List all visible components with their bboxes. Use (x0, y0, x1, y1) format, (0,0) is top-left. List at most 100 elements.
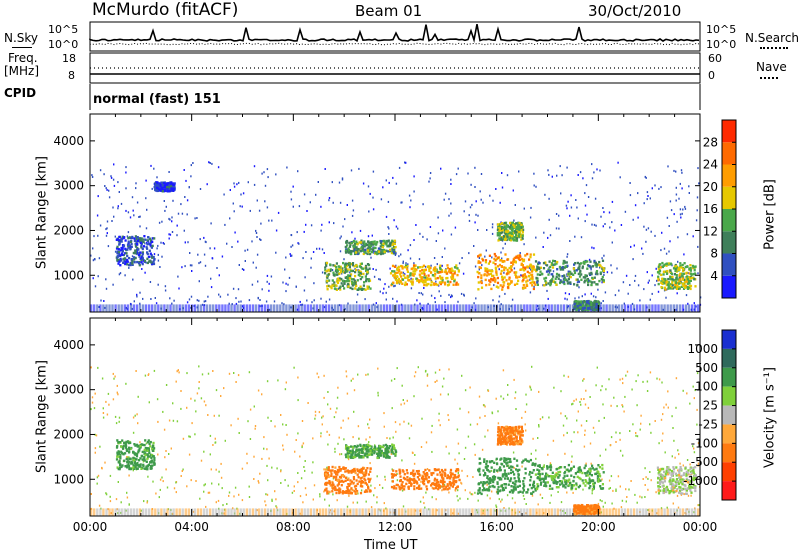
ground-scatter-cell (489, 508, 492, 516)
echo-cell (433, 270, 436, 273)
scatter-point (171, 231, 174, 233)
scatter-point (311, 301, 313, 304)
echo-cell (416, 279, 419, 282)
echo-cell (364, 248, 367, 251)
scatter-point (372, 268, 374, 270)
echo-cell (333, 476, 336, 479)
scatter-point (422, 496, 424, 499)
scatter-point (178, 371, 180, 374)
echo-cell (532, 266, 535, 269)
scatter-point (215, 468, 217, 471)
scatter-point (161, 255, 163, 258)
scatter-point (659, 485, 661, 488)
echo-cell (508, 278, 511, 281)
scatter-point (300, 477, 303, 480)
ground-scatter-cell (605, 508, 608, 516)
scatter-point (213, 414, 215, 417)
scatter-point (284, 479, 286, 482)
scatter-point (182, 468, 184, 471)
echo-cell (677, 266, 680, 269)
scatter-point (207, 414, 209, 416)
scatter-point (603, 274, 605, 276)
scatter-point (630, 245, 632, 248)
ground-scatter-cell (382, 508, 386, 516)
echo-cell (127, 456, 130, 459)
scatter-point (675, 377, 678, 380)
echo-cell (419, 270, 422, 273)
scatter-point (523, 243, 525, 246)
echo-cell (586, 308, 589, 312)
echo-cell (361, 248, 364, 251)
echo-cell (356, 468, 359, 471)
scatter-point (602, 207, 604, 209)
scatter-point (333, 222, 335, 225)
scatter-point (255, 266, 257, 269)
scatter-point (675, 186, 677, 189)
echo-cell (561, 275, 564, 278)
echo-cell (446, 276, 449, 280)
scatter-point (157, 259, 160, 262)
scatter-point (403, 402, 406, 405)
scatter-point (591, 177, 594, 180)
colorbar-tick-label: 24 (703, 158, 718, 172)
scatter-point (228, 491, 231, 494)
echo-cell (133, 462, 136, 465)
scatter-point (566, 273, 568, 276)
echo-cell (148, 451, 151, 454)
echo-cell (365, 268, 368, 271)
echo-cell (331, 490, 334, 493)
echo-cell (480, 276, 483, 280)
echo-cell (539, 273, 542, 276)
scatter-point (203, 490, 205, 493)
ground-scatter-cell (541, 304, 544, 312)
echo-cell (441, 279, 444, 282)
scatter-point (460, 292, 463, 295)
scatter-point (224, 439, 226, 442)
ytick-label: 3000 (53, 179, 84, 193)
scatter-point (105, 187, 107, 190)
echo-cell (599, 264, 602, 268)
ground-scatter-cell (312, 304, 316, 312)
ground-scatter-cell (233, 304, 236, 312)
echo-cell (119, 453, 122, 456)
echo-cell (518, 258, 521, 262)
scatter-point (473, 302, 475, 305)
ground-scatter-cell (538, 508, 541, 516)
scatter-point (120, 501, 122, 504)
echo-cell (503, 266, 506, 269)
ground-scatter-cell (602, 508, 605, 516)
scatter-point (103, 300, 105, 302)
echo-cell (657, 279, 660, 282)
scatter-point (422, 235, 424, 238)
scatter-point (388, 181, 390, 184)
echo-cell (149, 243, 152, 246)
echo-cell (375, 242, 378, 245)
echo-cell (379, 241, 382, 245)
scatter-point (186, 213, 188, 216)
scatter-point (180, 203, 182, 206)
scatter-point (474, 186, 476, 188)
ground-scatter-cell (376, 508, 380, 516)
scatter-point (251, 240, 253, 243)
echo-cell (325, 261, 329, 265)
scatter-point (621, 377, 624, 380)
echo-cell (326, 285, 329, 288)
scatter-point (313, 299, 315, 302)
ground-scatter-cell (513, 508, 517, 516)
ground-scatter-cell (672, 304, 675, 312)
scatter-point (425, 441, 428, 444)
ground-scatter-cell (690, 304, 694, 312)
scatter-point (108, 189, 110, 192)
scatter-point (386, 437, 388, 439)
echo-cell (116, 245, 119, 249)
ground-scatter-cell (669, 304, 672, 312)
scatter-point (320, 205, 322, 208)
ground-scatter-cell (465, 304, 468, 312)
scatter-point (100, 299, 102, 302)
echo-cell (489, 280, 492, 283)
echo-cell (324, 266, 327, 269)
scatter-point (660, 507, 663, 510)
scatter-point (266, 380, 269, 383)
cpid-label: CPID (4, 86, 37, 100)
echo-cell (524, 286, 527, 289)
